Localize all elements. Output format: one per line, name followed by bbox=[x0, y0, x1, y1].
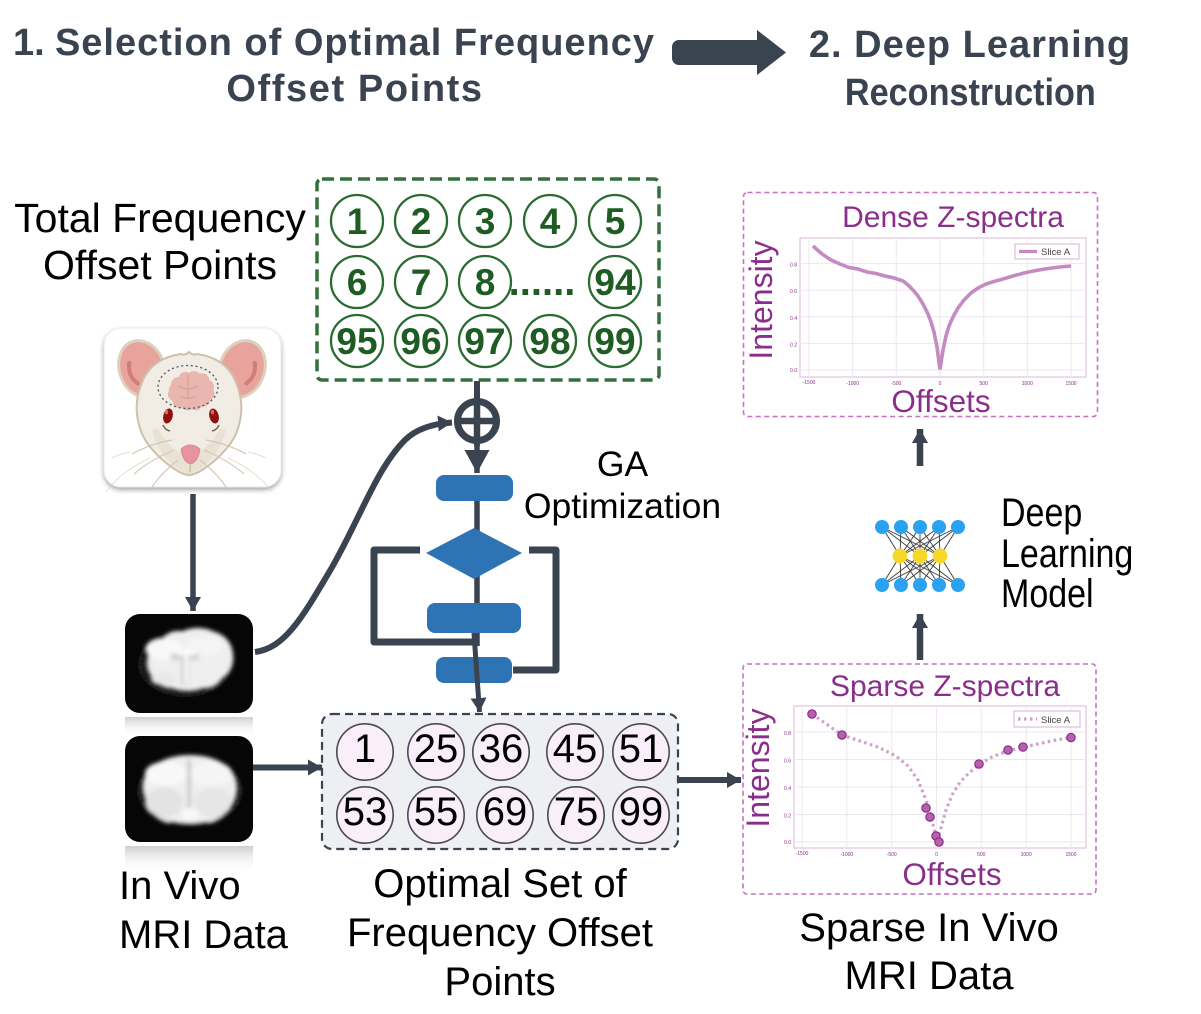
svg-text:1: 1 bbox=[347, 201, 368, 242]
svg-text:Offsets: Offsets bbox=[902, 856, 1001, 892]
svg-text:94: 94 bbox=[594, 262, 636, 303]
svg-text:-1000: -1000 bbox=[846, 381, 859, 387]
svg-text:96: 96 bbox=[400, 321, 441, 362]
svg-text:Intensity: Intensity bbox=[740, 708, 776, 827]
svg-text:Slice A: Slice A bbox=[1041, 247, 1071, 258]
svg-text:......: ...... bbox=[509, 260, 576, 304]
svg-text:-1500: -1500 bbox=[803, 380, 816, 386]
svg-text:-1500: -1500 bbox=[796, 851, 809, 857]
svg-text:Intensity: Intensity bbox=[743, 240, 779, 359]
svg-text:6: 6 bbox=[347, 262, 368, 303]
svg-text:99: 99 bbox=[619, 790, 664, 834]
svg-text:0.8: 0.8 bbox=[790, 263, 797, 269]
svg-text:Dense Z-spectra: Dense Z-spectra bbox=[842, 201, 1064, 234]
svg-text:36: 36 bbox=[479, 727, 524, 771]
svg-text:2: 2 bbox=[411, 201, 432, 242]
svg-text:99: 99 bbox=[594, 321, 635, 362]
svg-text:8: 8 bbox=[475, 262, 496, 303]
svg-text:Sparse Z-spectra: Sparse Z-spectra bbox=[830, 670, 1060, 703]
svg-text:3: 3 bbox=[475, 201, 496, 242]
svg-text:1: 1 bbox=[354, 727, 376, 771]
svg-text:51: 51 bbox=[619, 727, 664, 771]
svg-text:97: 97 bbox=[464, 321, 505, 362]
svg-text:500: 500 bbox=[977, 852, 986, 858]
svg-text:-500: -500 bbox=[891, 381, 901, 387]
svg-text:0: 0 bbox=[939, 381, 942, 387]
svg-text:45: 45 bbox=[553, 727, 598, 771]
svg-text:0.6: 0.6 bbox=[784, 759, 791, 765]
svg-text:95: 95 bbox=[336, 321, 377, 362]
svg-text:53: 53 bbox=[343, 790, 388, 834]
svg-text:5: 5 bbox=[605, 201, 626, 242]
svg-text:4: 4 bbox=[540, 201, 561, 242]
svg-text:7: 7 bbox=[411, 262, 432, 303]
svg-text:0.0: 0.0 bbox=[790, 368, 797, 374]
svg-text:0.0: 0.0 bbox=[784, 840, 791, 846]
svg-text:1000: 1000 bbox=[1021, 852, 1032, 858]
svg-text:0.2: 0.2 bbox=[784, 814, 791, 820]
svg-text:-1000: -1000 bbox=[840, 852, 853, 858]
svg-text:Offsets: Offsets bbox=[891, 383, 990, 419]
svg-text:500: 500 bbox=[980, 381, 989, 387]
svg-text:Slice A: Slice A bbox=[1041, 715, 1071, 726]
svg-text:75: 75 bbox=[554, 790, 599, 834]
svg-text:69: 69 bbox=[483, 790, 528, 834]
svg-text:-500: -500 bbox=[887, 852, 897, 858]
svg-text:1000: 1000 bbox=[1022, 381, 1033, 387]
svg-text:0: 0 bbox=[935, 852, 938, 858]
svg-text:0.8: 0.8 bbox=[784, 731, 791, 737]
svg-text:1500: 1500 bbox=[1065, 381, 1076, 387]
svg-text:55: 55 bbox=[414, 790, 459, 834]
svg-text:0.4: 0.4 bbox=[784, 786, 791, 792]
svg-text:0.4: 0.4 bbox=[790, 316, 797, 322]
svg-text:98: 98 bbox=[529, 321, 570, 362]
svg-text:0.2: 0.2 bbox=[790, 342, 797, 348]
svg-text:0.6: 0.6 bbox=[790, 289, 797, 295]
svg-text:25: 25 bbox=[414, 727, 459, 771]
svg-text:1500: 1500 bbox=[1065, 852, 1076, 858]
